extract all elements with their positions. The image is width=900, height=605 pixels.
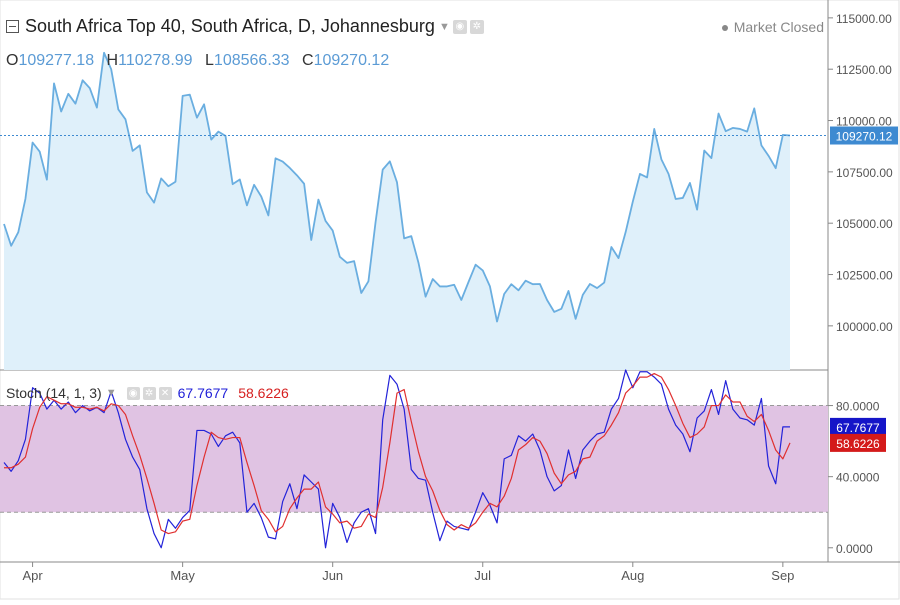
stoch-d-value: 58.6226 [238, 385, 289, 401]
market-status: Market Closed [721, 19, 824, 35]
price-y-tick-label: 107500.00 [836, 166, 893, 180]
eye-icon[interactable]: ◉ [126, 386, 140, 400]
price-y-tick-label: 102500.00 [836, 269, 893, 283]
stoch-k-tag [830, 417, 886, 436]
chevron-down-icon[interactable]: ▼ [105, 387, 117, 399]
stoch-band [0, 405, 828, 513]
last-price-label: 109270.12 [836, 130, 893, 144]
price-line [3, 51, 791, 323]
stoch-name: Stoch (14, 1, 3) [6, 385, 102, 401]
low-label: L [205, 52, 214, 69]
last-price-tag [830, 126, 898, 145]
stoch-k-tag-label: 67.7677 [836, 421, 880, 435]
stoch-legend: Stoch (14, 1, 3) ▼ ◉ ✲ ✕ 67.7677 58.6226 [6, 385, 289, 401]
close-label: C [302, 52, 314, 69]
gear-icon[interactable]: ✲ [469, 19, 484, 34]
price-y-tick-label: 112500.00 [836, 63, 892, 77]
price-y-tick-label: 105000.00 [836, 217, 893, 231]
price-y-tick-label: 100000.00 [836, 320, 893, 334]
collapse-icon[interactable] [6, 20, 19, 33]
open-label: O [6, 52, 19, 69]
stoch-y-tick-label: 80.0000 [836, 400, 880, 414]
price-y-tick-label: 110000.00 [836, 115, 892, 129]
ohlc-legend: O109277.18 H110278.99 L108566.33 C109270… [6, 52, 397, 70]
status-dot-icon [721, 25, 728, 32]
stoch-d-tag [830, 433, 886, 452]
gear-icon[interactable]: ✲ [142, 386, 156, 400]
high-value: 110278.99 [118, 52, 193, 69]
x-tick-label: Jul [474, 568, 491, 583]
market-status-label: Market Closed [733, 19, 824, 35]
stoch-y-tick-label: 0.0000 [836, 542, 873, 556]
price-y-tick-label: 115000.00 [836, 12, 892, 26]
high-label: H [106, 52, 119, 69]
chart-title: South Africa Top 40, South Africa, D, Jo… [25, 16, 435, 36]
low-value: 108566.33 [213, 52, 290, 69]
stoch-k-value: 67.7677 [177, 385, 229, 401]
x-tick-label: Apr [22, 568, 43, 583]
stoch-d-tag-label: 58.6226 [836, 437, 880, 451]
stoch-d-line [4, 372, 791, 535]
x-tick-label: Sep [771, 568, 794, 583]
chevron-down-icon[interactable]: ▼ [438, 20, 450, 33]
close-value: 109270.12 [313, 52, 390, 69]
open-value: 109277.18 [18, 52, 95, 69]
chart-header: South Africa Top 40, South Africa, D, Jo… [6, 16, 484, 37]
stoch-y-tick-label: 40.0000 [836, 471, 880, 485]
x-tick-label: Aug [621, 568, 644, 583]
eye-icon[interactable]: ◉ [452, 19, 467, 34]
price-area-fill [4, 52, 790, 371]
close-icon[interactable]: ✕ [158, 386, 172, 400]
stoch-k-line [3, 369, 790, 549]
x-tick-label: Jun [322, 568, 343, 583]
x-tick-label: May [170, 568, 195, 583]
